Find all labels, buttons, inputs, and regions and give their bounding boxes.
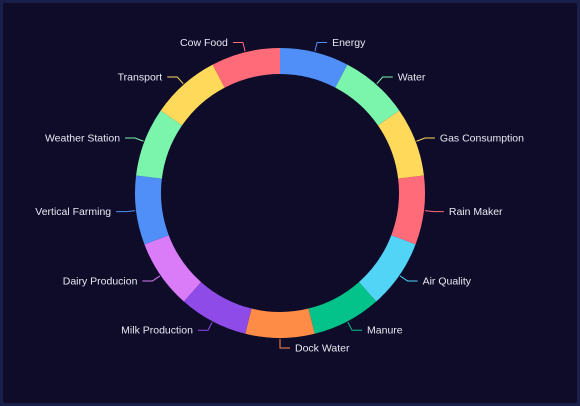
leader-line-vertical-farming — [116, 210, 136, 213]
slice-weather-station[interactable] — [136, 110, 183, 179]
slice-manure[interactable] — [308, 282, 377, 334]
slice-dock-water[interactable] — [245, 308, 315, 338]
label-cow-food: Cow Food — [180, 37, 228, 49]
leader-line-air-quality — [399, 275, 418, 282]
label-gas-consumption: Gas Consumption — [440, 133, 524, 145]
slice-dairy-producion[interactable] — [144, 235, 202, 302]
slices-layer — [135, 48, 425, 338]
leader-line-gas-consumption — [416, 137, 435, 142]
leader-line-weather-station — [125, 137, 144, 142]
leader-line-rain-maker — [424, 210, 444, 213]
leader-line-dock-water — [279, 339, 290, 349]
leader-line-water — [376, 76, 393, 85]
labels-layer: Energy Water Gas Consumption Rain Maker Air … — [35, 37, 524, 354]
label-dock-water: Dock Water — [295, 343, 350, 355]
label-transport: Transport — [118, 71, 163, 83]
leader-line-cow-food — [232, 42, 246, 52]
slice-water[interactable] — [335, 64, 400, 126]
slice-vertical-farming[interactable] — [135, 175, 169, 245]
label-energy: Energy — [332, 37, 366, 49]
slice-cow-food[interactable] — [212, 48, 280, 88]
label-rain-maker: Rain Maker — [449, 206, 503, 218]
leader-line-milk-production — [197, 322, 213, 331]
leader-line-manure — [347, 322, 363, 331]
slice-energy[interactable] — [280, 48, 348, 88]
label-milk-production: Milk Production — [121, 325, 193, 337]
slice-gas-consumption[interactable] — [377, 110, 424, 179]
slice-milk-production[interactable] — [183, 282, 252, 334]
label-weather-station: Weather Station — [45, 133, 120, 145]
leader-line-energy — [314, 42, 328, 52]
leader-line-transport — [167, 76, 184, 85]
label-air-quality: Air Quality — [423, 276, 472, 288]
slice-air-quality[interactable] — [358, 235, 416, 302]
label-manure: Manure — [367, 325, 403, 337]
leader-lines-layer — [116, 42, 444, 349]
slice-rain-maker[interactable] — [391, 175, 425, 245]
slice-transport[interactable] — [160, 64, 225, 126]
leader-line-dairy-producion — [142, 275, 161, 282]
label-water: Water — [398, 71, 426, 83]
label-vertical-farming: Vertical Farming — [35, 206, 111, 218]
label-dairy-producion: Dairy Producion — [63, 276, 138, 288]
